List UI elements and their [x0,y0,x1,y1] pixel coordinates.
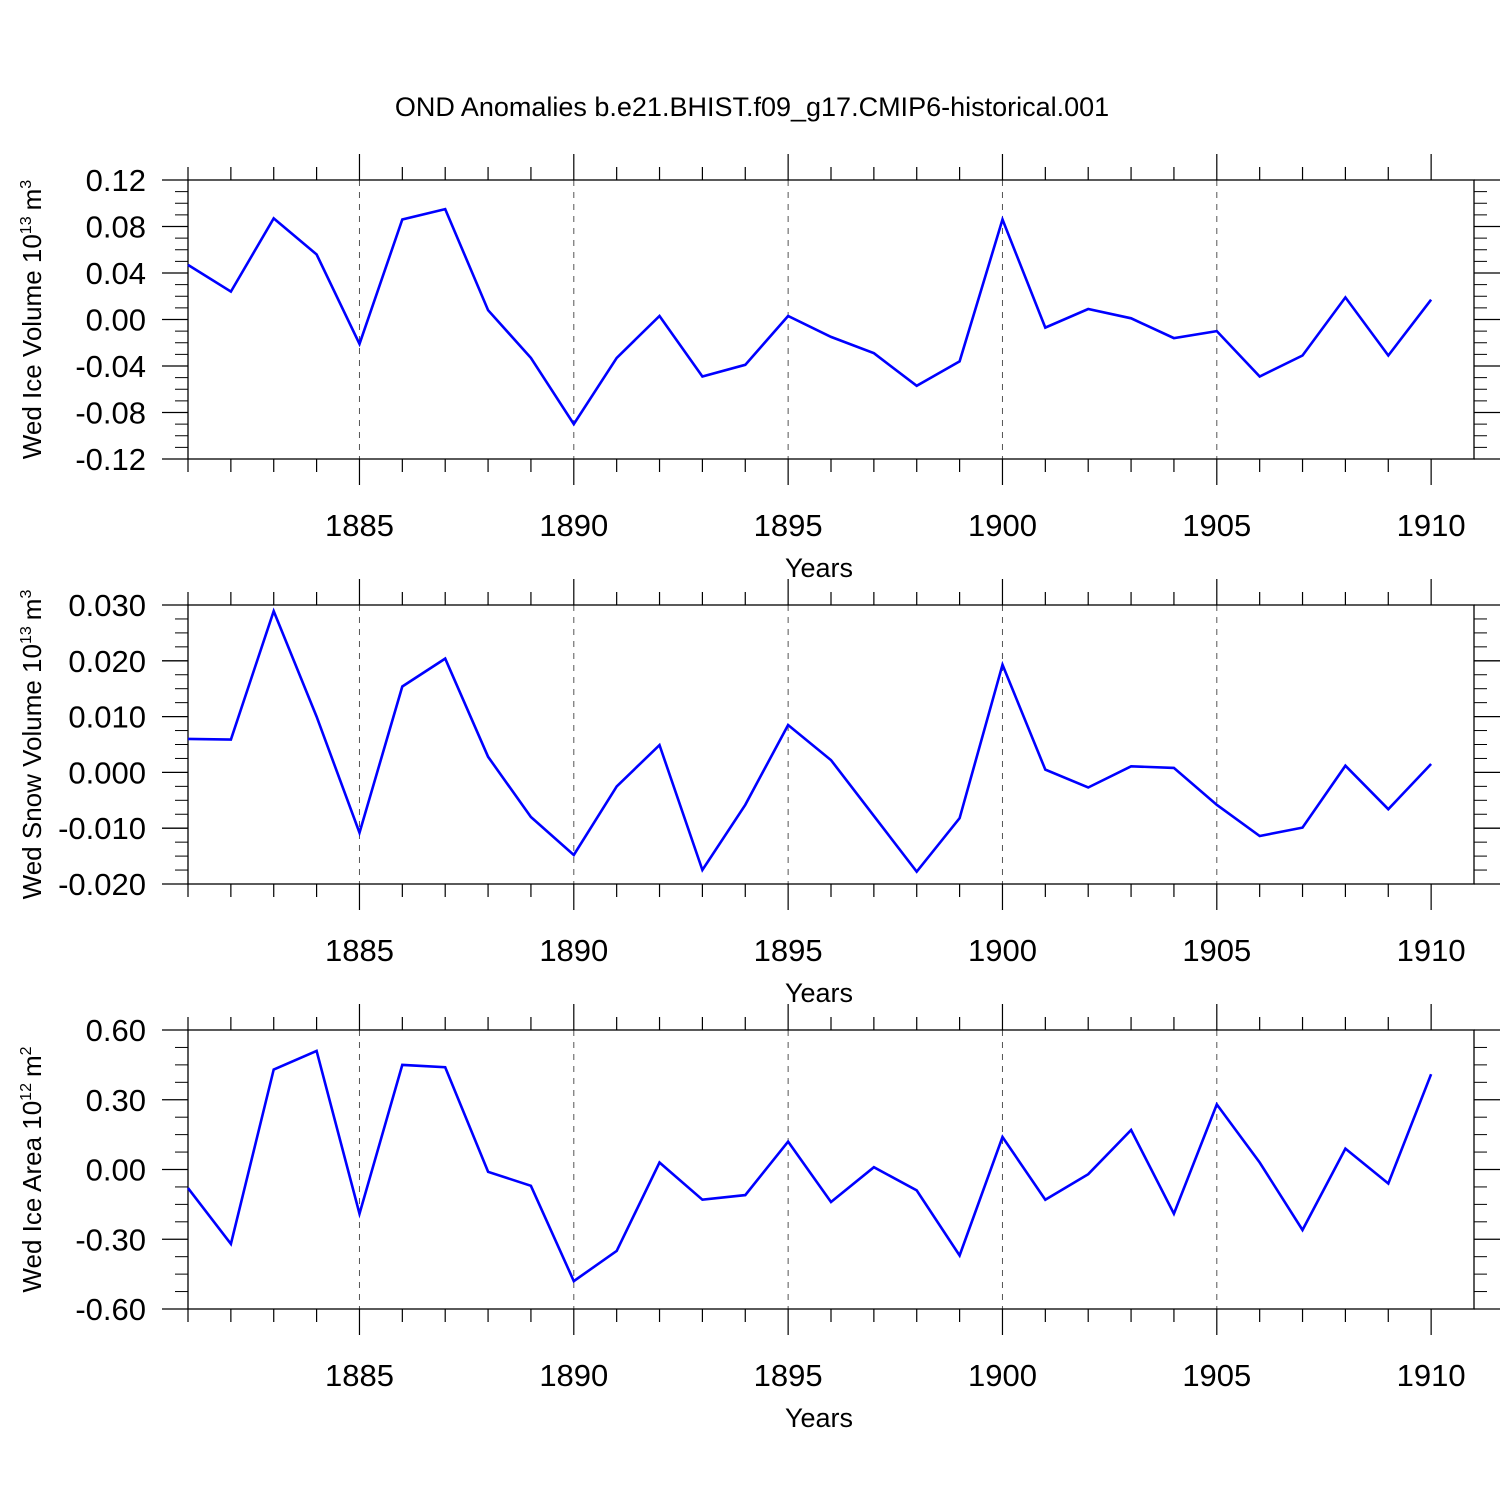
panel-3: 0.60 0.30 0.00 -0.30 -0.60 1885 1890 1895 1900 19… [17,1004,1500,1433]
x-tick-label: 1895 [754,508,823,543]
y-axis-label-text: Wed Ice Area 10 [17,1101,47,1293]
y-tick-label: -0.60 [75,1292,146,1327]
series-line [187,607,1433,874]
x-tick-label: 1895 [754,933,823,968]
y-tick-label: 0.04 [86,256,146,291]
series-line [187,207,1433,427]
series-line [186,1049,1433,1284]
plot-frame [187,604,1475,885]
y-axis-label-unit: m [17,189,47,211]
y-tick-label: 0.000 [68,755,146,790]
y-axis-label: Wed Snow Volume 1013 m3 [17,590,47,900]
y-axis-label-unit-exponent: 3 [18,590,35,599]
plot-frame [187,1029,1475,1310]
y-tick-label: 0.030 [68,588,146,623]
y-axis-label: Wed Ice Area 1012 m2 [17,1046,47,1292]
y-tick-label: 0.08 [86,210,146,245]
y-axis-label-text: Wed Ice Volume 10 [17,234,47,459]
y-tick-label: -0.12 [75,442,146,477]
x-tick-label: 1910 [1397,1358,1466,1393]
x-tick-label: 1885 [325,933,394,968]
y-tick-label: 0.00 [86,303,146,338]
x-tick-label: 1895 [754,1358,823,1393]
y-tick-label: 0.30 [86,1083,146,1118]
x-axis-label: Years [785,553,853,583]
y-axis-label: Wed Ice Volume 1013 m3 [17,180,47,459]
x-tick-label: 1905 [1182,508,1251,543]
y-axis-label-text: Wed Snow Volume 10 [17,644,47,899]
plot-frame [187,179,1475,460]
x-tick-label: 1890 [539,933,608,968]
y-tick-label: 0.010 [68,700,146,735]
x-tick-label: 1900 [968,508,1037,543]
y-tick-label: -0.020 [58,867,146,902]
y-tick-label: -0.010 [58,811,146,846]
panel-2: 0.030 0.020 0.010 0.000 -0.010 -0.020 1885 1890… [17,579,1500,1008]
y-axis-label-unit-exponent: 3 [18,180,35,189]
y-axis-label-exponent: 12 [18,1083,35,1101]
x-axis-label: Years [785,1403,853,1433]
x-tick-label: 1900 [968,1358,1037,1393]
x-axis-label: Years [785,978,853,1008]
x-tick-label: 1890 [539,1358,608,1393]
x-tick-label: 1910 [1397,508,1466,543]
y-tick-label: 0.12 [86,163,146,198]
y-axis-label-exponent: 13 [18,216,35,234]
x-tick-label: 1885 [325,1358,394,1393]
y-tick-label: 0.60 [86,1013,146,1048]
x-tick-label: 1900 [968,933,1037,968]
y-tick-label: -0.30 [75,1222,146,1257]
x-tick-label: 1885 [325,508,394,543]
panel-1: 0.12 0.08 0.04 0.00 -0.04 -0.08 -0.12 1885 1890 1… [17,154,1500,583]
y-axis-label-unit: m [17,599,47,621]
y-tick-label: 0.00 [86,1153,146,1188]
y-tick-label: -0.04 [75,349,146,384]
x-tick-label: 1910 [1397,933,1466,968]
x-tick-label: 1905 [1182,933,1251,968]
y-tick-label: -0.08 [75,396,146,431]
y-axis-label-unit: m [17,1055,47,1077]
figure-title: OND Anomalies b.e21.BHIST.f09_g17.CMIP6-… [395,92,1109,122]
x-tick-label: 1905 [1182,1358,1251,1393]
y-axis-label-unit-exponent: 2 [18,1046,35,1055]
x-tick-label: 1890 [539,508,608,543]
y-tick-label: 0.020 [68,644,146,679]
y-axis-label-exponent: 13 [18,626,35,644]
